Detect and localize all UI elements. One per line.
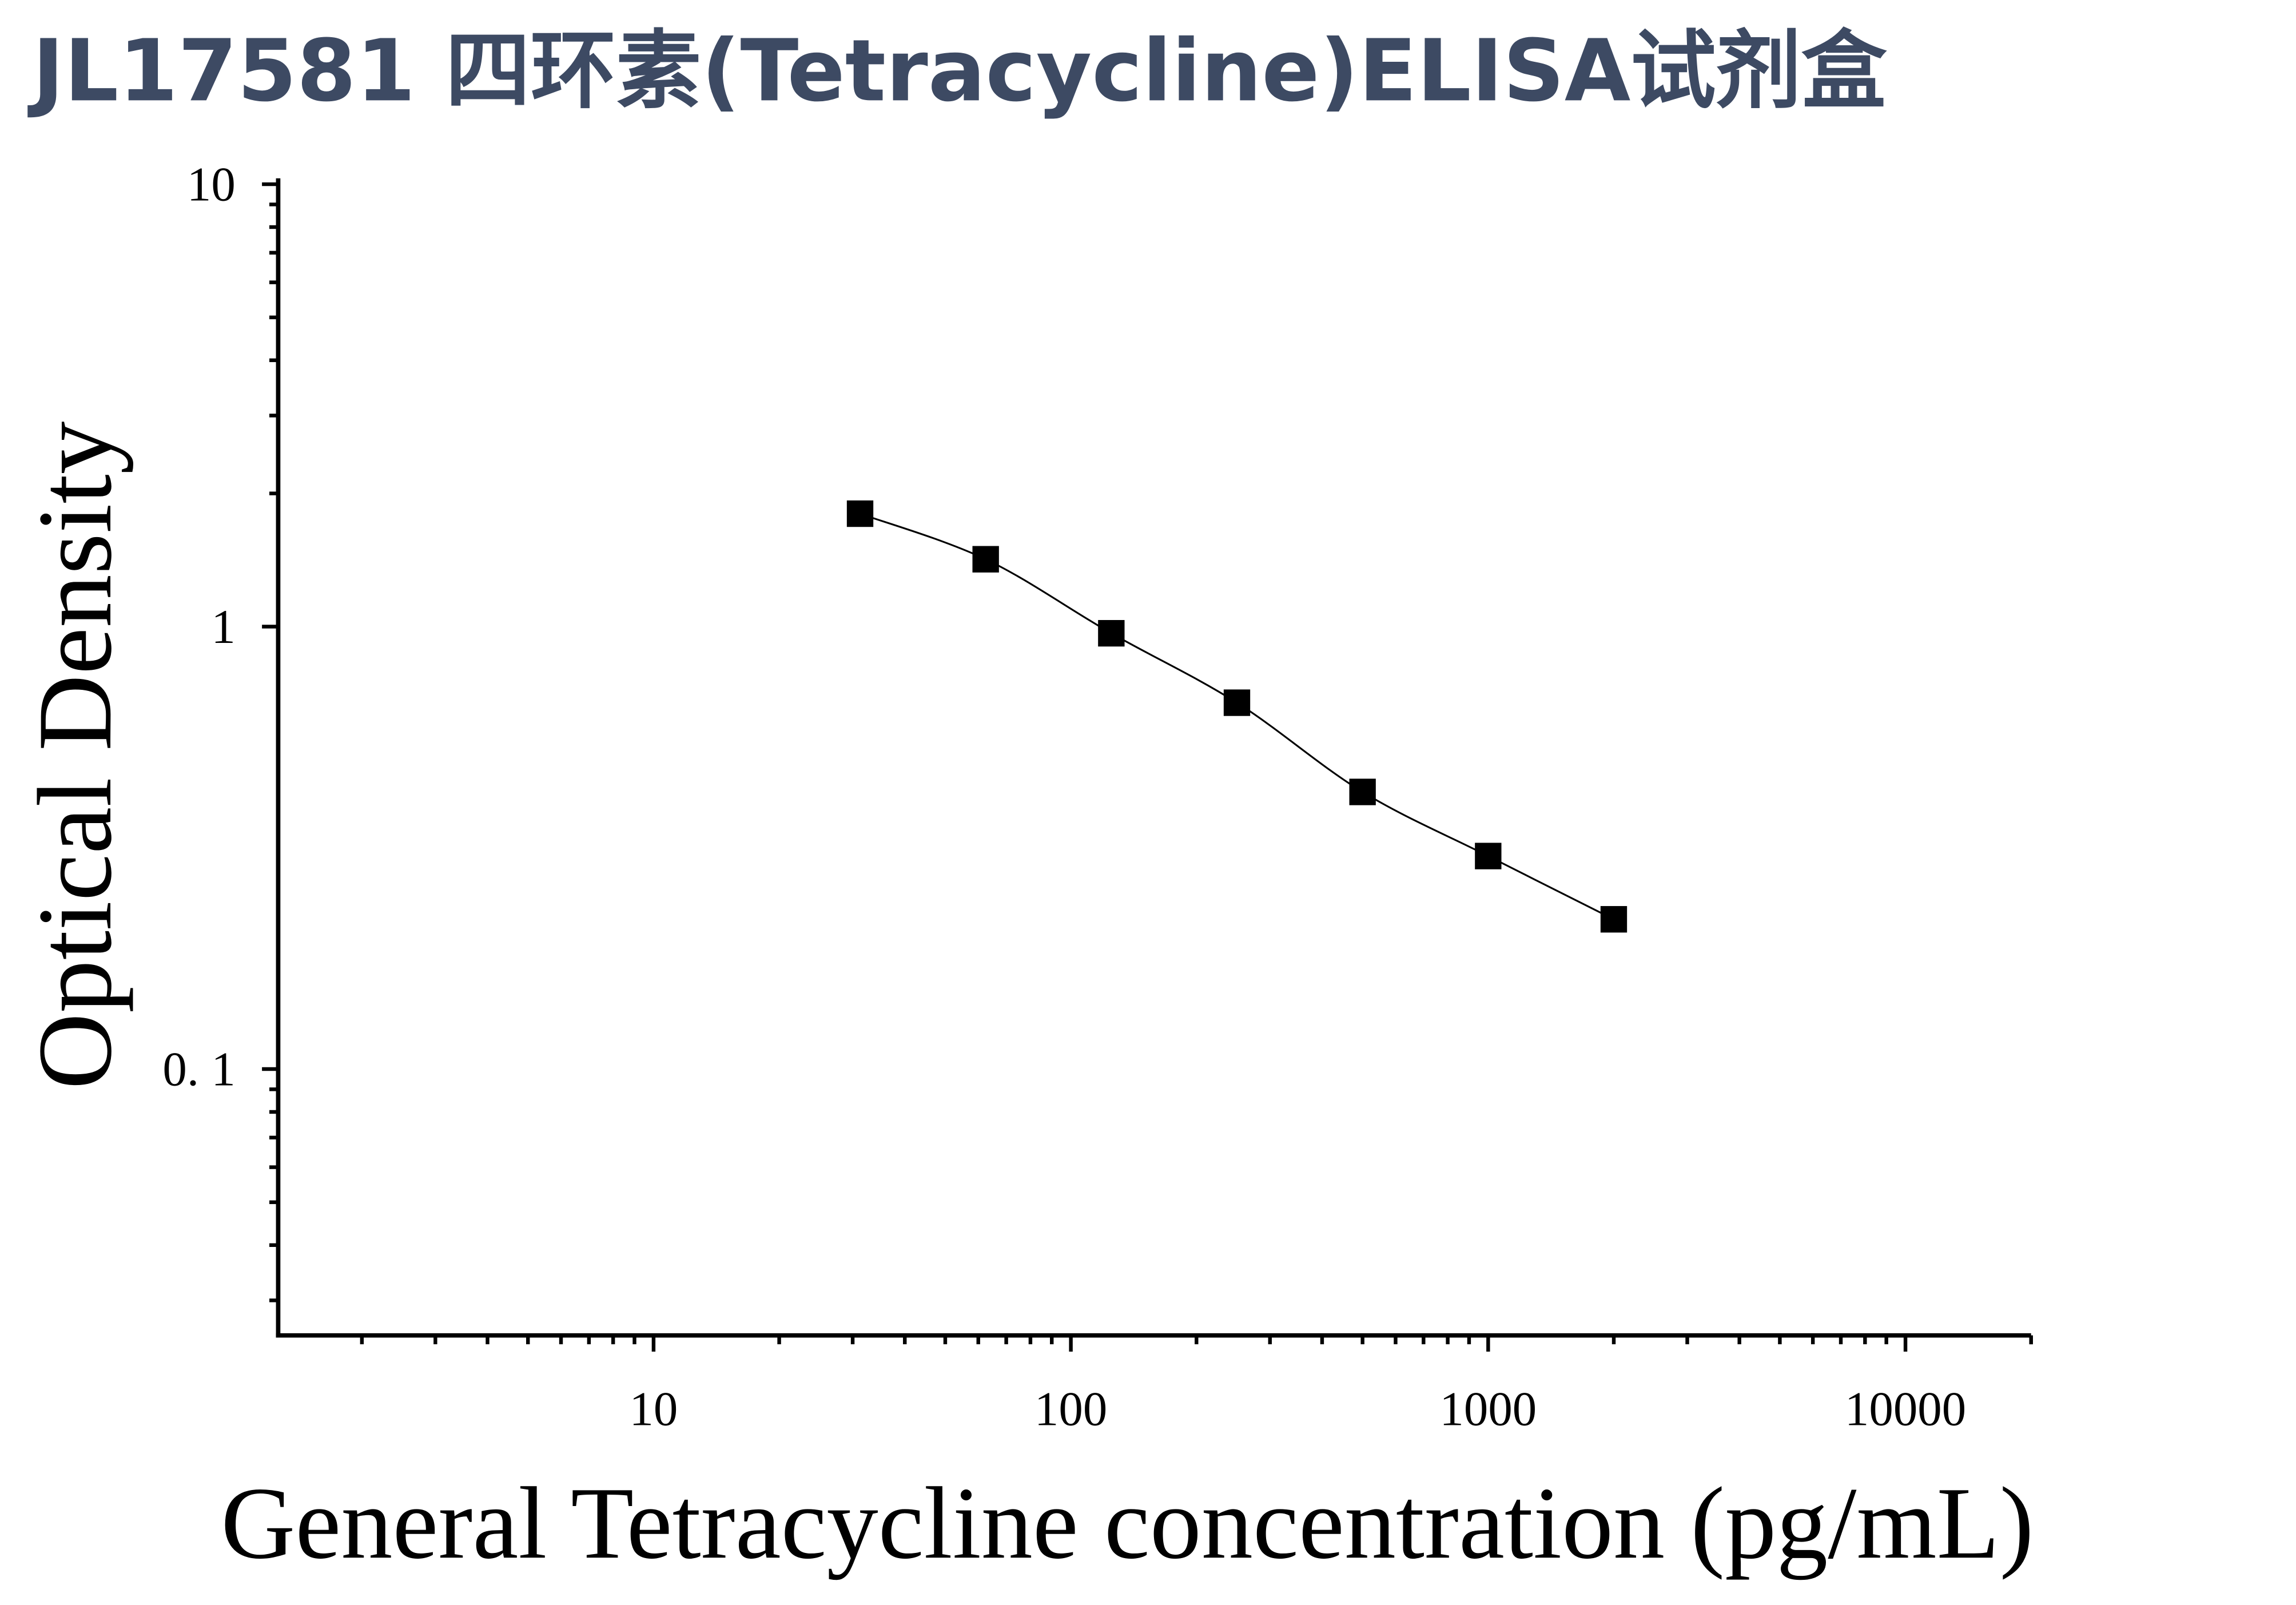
data-point <box>1223 689 1251 716</box>
x-tick-label: 10 <box>629 1382 678 1436</box>
y-axis-label: Optical Density <box>17 422 134 1090</box>
data-point <box>972 546 999 573</box>
x-axis-label: General Tetracycline concentration (pg/m… <box>221 1465 2034 1580</box>
tick-labels: 10 100 1000 10000 0. 1 1 10 <box>162 157 1966 1436</box>
data-point <box>1349 778 1376 805</box>
data-points <box>846 500 1628 933</box>
chart-title: JL17581 四环素(Tetracycline)ELISA试剂盒 <box>27 21 1887 121</box>
x-tick-label: 10000 <box>1845 1382 1966 1436</box>
data-point <box>1098 619 1125 647</box>
ticks <box>262 182 2033 1352</box>
data-point <box>1475 843 1502 869</box>
x-tick-label: 100 <box>1034 1382 1107 1436</box>
data-point <box>846 500 874 527</box>
y-tick-label: 10 <box>187 157 236 211</box>
x-tick-label: 1000 <box>1439 1382 1537 1436</box>
y-tick-label: 0. 1 <box>162 1042 235 1096</box>
y-tick-label: 1 <box>211 600 235 654</box>
axes <box>276 178 2031 1338</box>
data-point <box>1600 906 1628 933</box>
